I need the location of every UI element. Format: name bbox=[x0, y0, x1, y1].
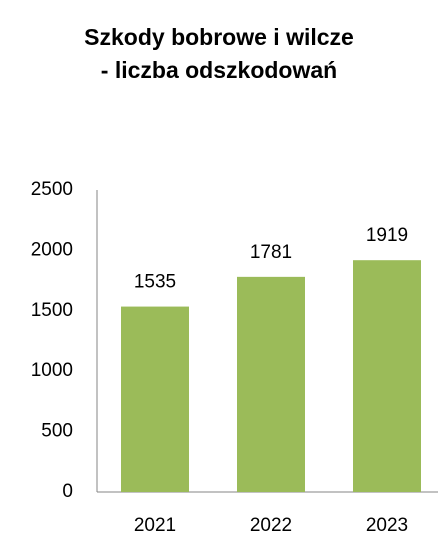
y-tick-label: 0 bbox=[62, 481, 73, 502]
y-tick-label: 1000 bbox=[31, 360, 73, 381]
x-tick-label: 2021 bbox=[134, 515, 176, 535]
y-tick-label: 1500 bbox=[31, 300, 73, 321]
bar bbox=[353, 260, 421, 492]
bar bbox=[121, 306, 189, 492]
x-tick-label: 2022 bbox=[250, 515, 292, 535]
chart-title: - liczba odszkodowań bbox=[101, 57, 337, 83]
y-tick-label: 2500 bbox=[31, 179, 73, 200]
bar bbox=[237, 276, 305, 492]
value-label: 1535 bbox=[134, 272, 176, 293]
y-tick-label: 500 bbox=[41, 421, 73, 442]
x-tick-label: 2023 bbox=[366, 515, 408, 535]
y-tick-label: 2000 bbox=[31, 239, 73, 260]
value-label: 1781 bbox=[250, 242, 292, 263]
chart-title: Szkody bobrowe i wilcze bbox=[84, 24, 354, 50]
value-label: 1919 bbox=[366, 225, 408, 246]
